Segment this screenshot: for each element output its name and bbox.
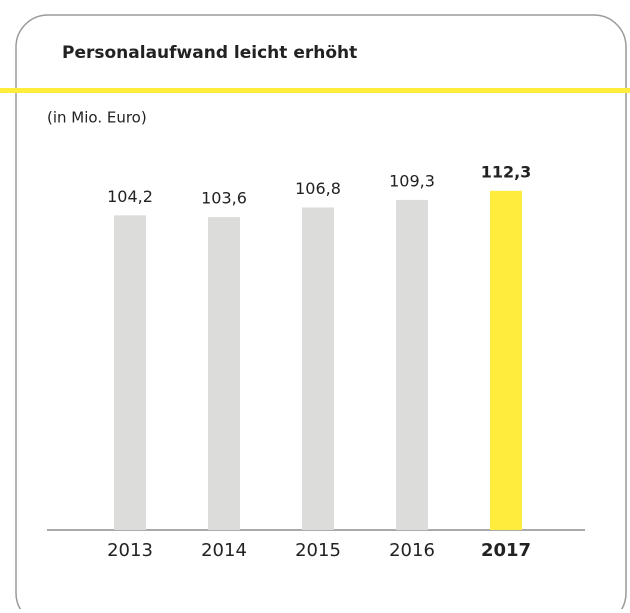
x-tick-label: 2015	[295, 540, 341, 561]
value-label: 104,2	[107, 187, 153, 206]
value-label: 103,6	[201, 189, 247, 208]
value-label: 109,3	[389, 171, 435, 190]
x-tick-label: 2017	[481, 540, 531, 561]
bar	[302, 207, 334, 531]
x-tick-label: 2014	[201, 540, 247, 561]
bar	[396, 199, 428, 530]
bar	[490, 190, 522, 530]
chart-subtitle: (in Mio. Euro)	[47, 109, 147, 127]
bar	[114, 215, 146, 531]
x-tick-label: 2016	[389, 540, 435, 561]
x-tick-label: 2013	[107, 540, 153, 561]
chart-title: Personalaufwand leicht erhöht	[62, 43, 357, 63]
value-label: 112,3	[481, 162, 532, 181]
bar	[208, 217, 240, 531]
value-label: 106,8	[295, 179, 341, 198]
title-rule	[0, 88, 630, 93]
